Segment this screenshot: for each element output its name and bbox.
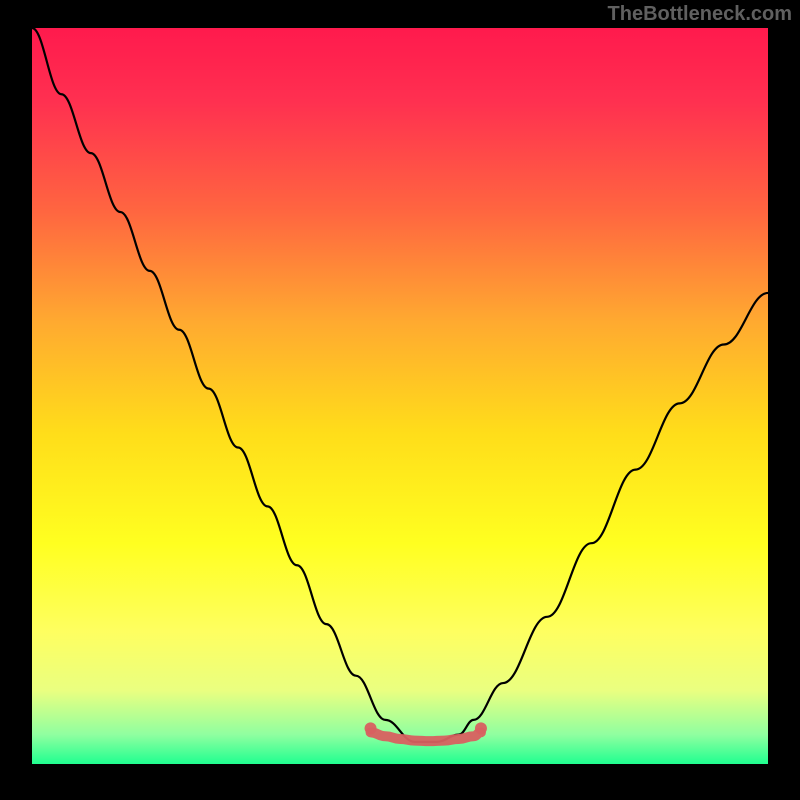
chart-container: TheBottleneck.com: [0, 0, 800, 800]
gradient-background: [32, 28, 768, 764]
highlight-endpoint-marker: [365, 722, 377, 734]
highlight-endpoint-marker: [475, 722, 487, 734]
watermark-text: TheBottleneck.com: [608, 3, 792, 26]
bottleneck-chart: [0, 0, 800, 800]
